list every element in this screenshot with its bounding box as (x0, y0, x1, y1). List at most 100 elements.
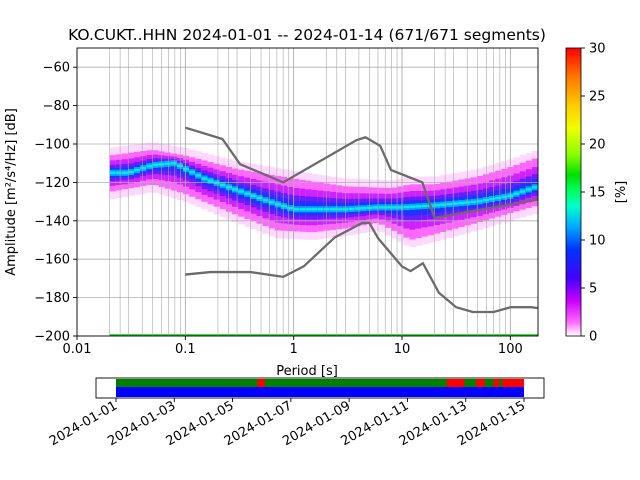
psd-density-cell (262, 199, 270, 202)
y-tick-label: −140 (34, 214, 70, 229)
psd-density-cell (115, 171, 123, 174)
status-flag-segment (502, 379, 524, 387)
y-axis-label: Amplitude [m²/s⁴/Hz] [dB] (4, 108, 19, 276)
x-tick-label: 100 (498, 342, 523, 357)
psd-density-cell (354, 207, 361, 210)
psd-density-cell (440, 203, 447, 206)
high-noise-model-line (185, 126, 538, 220)
colorbar-tick-label: 10 (589, 234, 606, 249)
x-tick-label: 10 (394, 342, 411, 357)
y-tick-label: −180 (34, 291, 70, 306)
psd-density-cell (219, 183, 227, 187)
colorbar: 0 5 10 15 20 25 30 [%] (565, 42, 629, 345)
y-tick-label: −100 (34, 138, 70, 153)
colorbar-label: [%] (614, 181, 629, 204)
psd-density-cell (513, 192, 521, 195)
psd-density-cell (470, 200, 478, 204)
psd-density-cell (146, 165, 153, 168)
status-flag-segment (493, 379, 500, 387)
colorbar-tick-label: 0 (589, 330, 597, 345)
x-tick-label: 1 (290, 342, 298, 357)
psd-density-cell (232, 188, 239, 191)
status-flag-segment (475, 379, 485, 387)
noise-models (185, 126, 538, 314)
psd-density-cell (152, 163, 159, 167)
psd-density-cell (397, 206, 404, 209)
grid-lines (77, 48, 538, 336)
timeline-bars (116, 379, 524, 397)
psd-density-cell (183, 167, 190, 171)
psd-density-cell (378, 206, 386, 209)
psd-density-cell (531, 186, 538, 189)
psd-density-cell (238, 190, 245, 193)
psd-density-cell (158, 163, 166, 166)
psd-density-cell (201, 177, 208, 180)
psd-density-cell (329, 208, 337, 211)
colorbar-gradient (565, 47, 582, 337)
psd-density-cell (519, 190, 527, 193)
colorbar-tick-label: 20 (589, 138, 606, 153)
colorbar-ticks: 0 5 10 15 20 25 30 (581, 42, 606, 345)
psd-density-cell (225, 186, 233, 189)
low-noise-model-line (185, 221, 538, 314)
psd-density-cell (372, 206, 380, 209)
psd-density-cell (501, 195, 508, 199)
psd-density-cell (446, 202, 453, 206)
psd-density-cell (305, 208, 312, 211)
psd-density-cell (415, 205, 423, 208)
psd-density-cell (525, 188, 533, 191)
psd-density-cell (452, 202, 459, 205)
status-flag-segment (257, 379, 265, 387)
psd-density-cell (489, 197, 496, 201)
psd-density-cell (323, 208, 331, 211)
psd-density-cell (121, 171, 129, 174)
psd-density-cell (293, 208, 300, 211)
colorbar-tick-label: 15 (589, 186, 606, 201)
chart-title: KO.CUKT..HHN 2024-01-01 -- 2024-01-14 (6… (68, 26, 546, 44)
status-flag-segment (446, 379, 465, 387)
y-tick-label: −200 (34, 330, 70, 345)
psd-density-cell (189, 171, 196, 174)
psd-density-cell (476, 200, 484, 203)
psd-density-cell (213, 181, 221, 185)
psd-density-cell (280, 205, 288, 208)
psd-density-cell (317, 208, 325, 211)
colorbar-tick-label: 30 (589, 42, 606, 57)
psd-density-cell (336, 208, 343, 211)
coverage-bar (116, 387, 524, 397)
y-tick-label: −120 (34, 176, 70, 191)
x-axis-label: Period [s] (276, 364, 338, 379)
status-ok-bar (116, 379, 524, 387)
psd-density-cell (244, 192, 251, 195)
psd-density-cell (464, 201, 472, 204)
psd-density-cell (109, 171, 117, 174)
psd-density-cell (140, 166, 147, 170)
plot-frame (76, 47, 539, 337)
psd-density-cell (164, 162, 172, 165)
psd-density-cell (250, 194, 257, 198)
psd-density-cell (311, 208, 319, 211)
colorbar-tick-label: 25 (589, 90, 606, 105)
psd-density-cell (127, 170, 135, 174)
plot-area: 0.01 0.1 1 10 100 −60 −80 −100 −120 −140 −160 −180… (34, 47, 539, 357)
psd-density-cell (360, 207, 368, 210)
psd-density-cell (458, 201, 465, 205)
psd-density-cell (268, 201, 276, 204)
psd-density-cell (134, 168, 141, 172)
psd-density-cell (403, 205, 410, 209)
psd-density-cell (495, 196, 502, 200)
y-tick-label: −160 (34, 253, 70, 268)
x-tick-label: 0.1 (175, 342, 196, 357)
psd-density-cell (385, 206, 392, 209)
psd-density-cell (287, 207, 294, 210)
psd-heatmap (109, 142, 538, 336)
y-tick-label: −60 (43, 61, 70, 76)
x-axis-ticks: 0.01 0.1 1 10 100 (63, 336, 523, 357)
psd-density-cell (170, 162, 178, 165)
psd-density-cell (299, 208, 306, 211)
psd-density-cell (207, 179, 215, 182)
timeline-panel: 2024-01-012024-01-032024-01-052024-01-07… (47, 377, 545, 449)
date-axis-ticks: 2024-01-012024-01-032024-01-052024-01-07… (47, 398, 528, 449)
psd-density-cell (433, 204, 441, 207)
